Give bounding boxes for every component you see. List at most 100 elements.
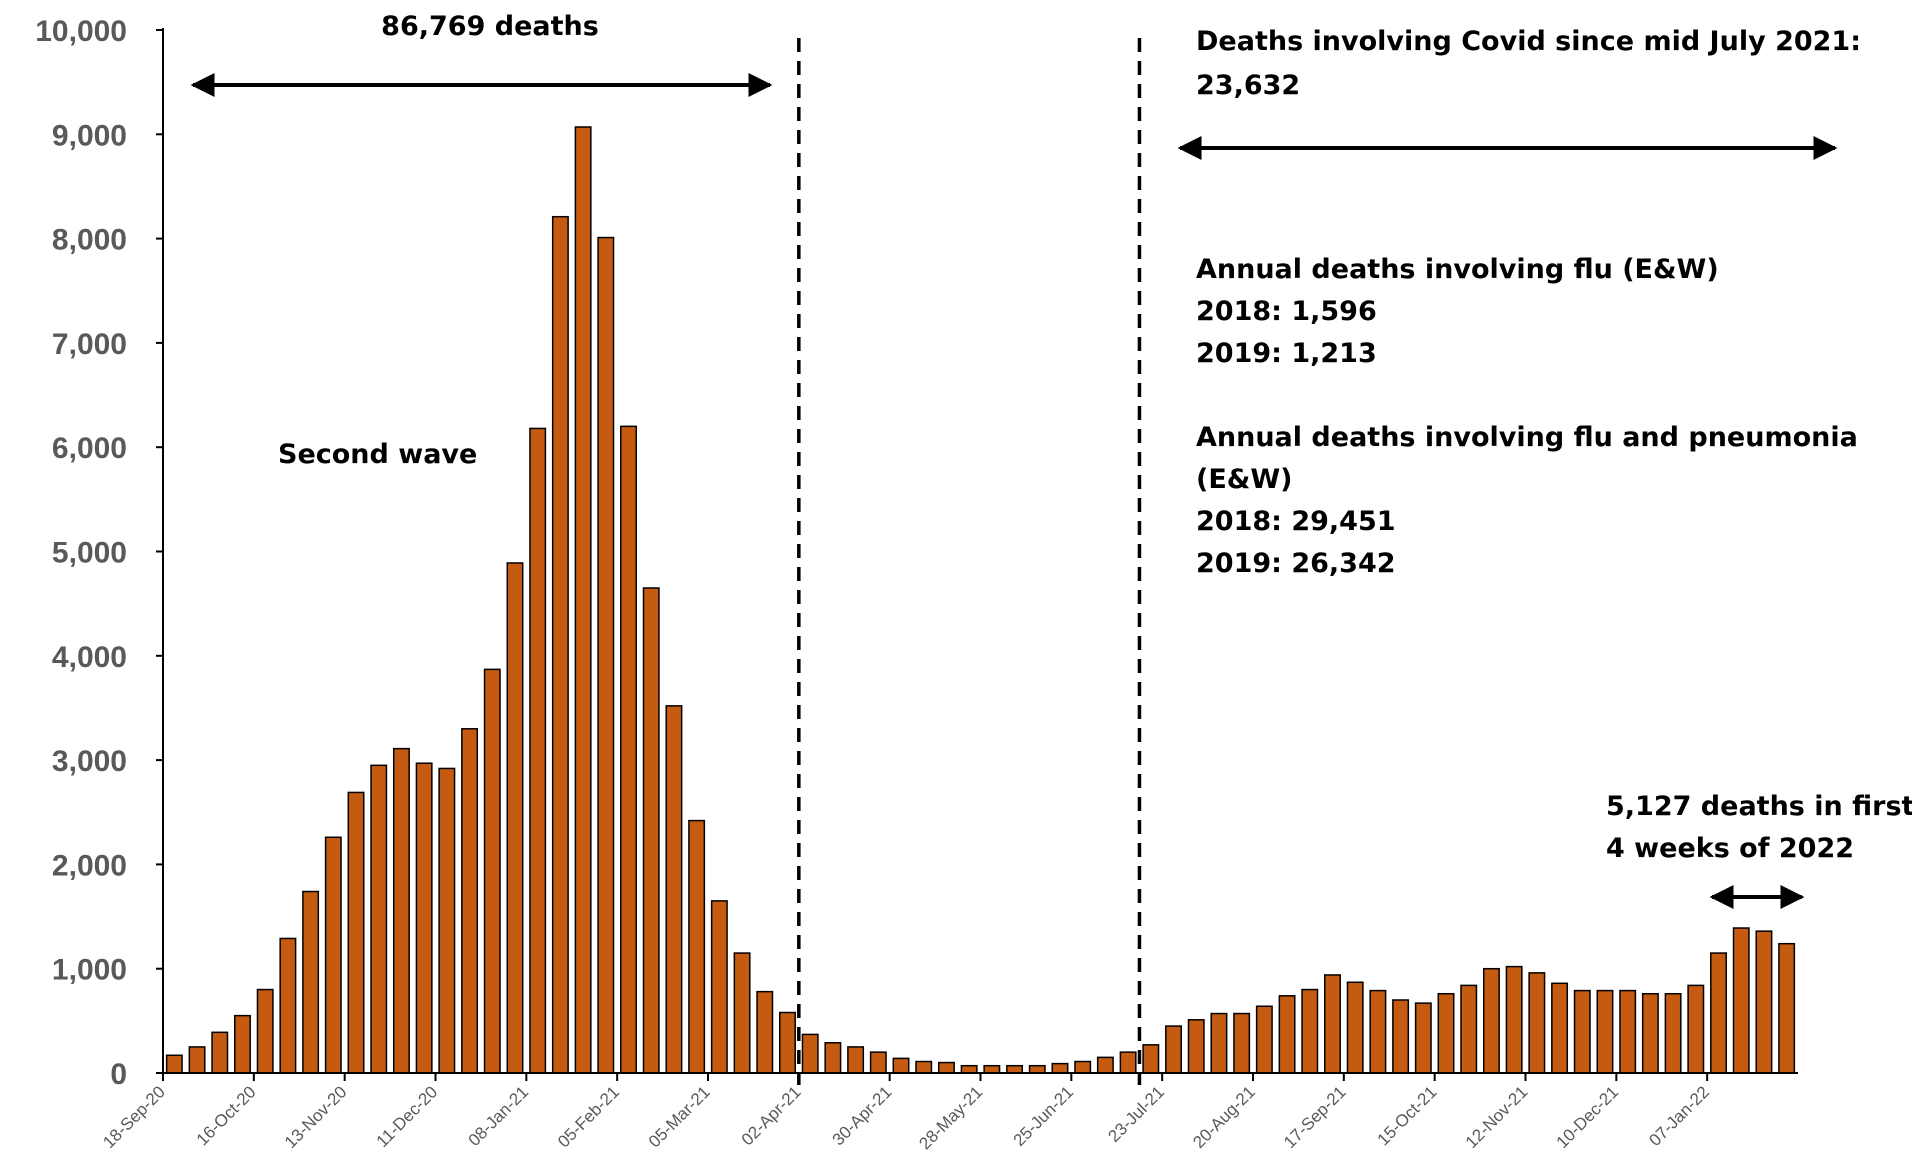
bar <box>1369 989 1387 1074</box>
bar <box>915 1060 933 1074</box>
bar <box>529 427 547 1074</box>
bar <box>461 728 479 1074</box>
bar <box>1210 1012 1228 1074</box>
bars-group <box>165 126 1796 1074</box>
bar <box>847 1046 865 1074</box>
bar <box>824 1042 842 1074</box>
flu-2018: 2018: 1,596 <box>1196 296 1377 327</box>
bar <box>1687 984 1705 1074</box>
bar <box>642 587 660 1074</box>
y-tick-label: 6,000 <box>52 432 127 465</box>
bar <box>1505 965 1523 1074</box>
bar <box>1278 995 1296 1074</box>
y-tick-label: 10,000 <box>35 15 127 48</box>
x-tick-label: 12-Nov-21 <box>1462 1082 1532 1152</box>
bar <box>1482 967 1500 1074</box>
bar <box>1755 930 1773 1074</box>
second-wave-label: Second wave <box>278 439 477 470</box>
since-july-line2: 23,632 <box>1196 70 1300 101</box>
bar <box>1778 942 1796 1074</box>
bar <box>1596 989 1614 1074</box>
bar <box>892 1057 910 1074</box>
bar <box>392 747 410 1074</box>
bar <box>370 764 388 1074</box>
x-tick-label: 05-Feb-21 <box>554 1082 623 1151</box>
bar <box>1233 1012 1251 1074</box>
bar <box>165 1054 183 1074</box>
bar <box>1074 1060 1092 1074</box>
flu-title: Annual deaths involving flu (E&W) <box>1196 254 1719 285</box>
x-tick-labels: 18-Sep-20 16-Oct-20 13-Nov-20 11-Dec-20 08-J… <box>99 1082 1713 1153</box>
bar <box>438 767 456 1074</box>
bar <box>1710 952 1727 1074</box>
bar <box>1028 1064 1046 1074</box>
bar <box>1187 1019 1205 1074</box>
y-tick-labels: 0 1,000 2,000 3,000 4,000 5,000 6,000 7,000 8,00… <box>35 15 127 1091</box>
x-tick-label: 18-Sep-20 <box>99 1082 169 1152</box>
x-tick-label: 15-Oct-21 <box>1374 1082 1441 1149</box>
x-tick-label: 25-Jun-21 <box>1010 1082 1078 1150</box>
bar <box>710 900 728 1074</box>
period-dividers <box>797 38 1142 1085</box>
bar <box>1528 972 1546 1074</box>
x-tick-label: 17-Sep-21 <box>1280 1082 1350 1152</box>
bar <box>1255 1005 1273 1074</box>
bar <box>1551 982 1569 1074</box>
bar <box>1460 984 1478 1074</box>
bar <box>1414 1002 1432 1074</box>
bar <box>801 1033 819 1074</box>
bar <box>665 705 683 1074</box>
y-tick-label: 1,000 <box>52 954 127 987</box>
x-tick-label: 11-Dec-20 <box>373 1082 442 1151</box>
bar <box>937 1061 955 1074</box>
flu-pneumonia-title: Annual deaths involving flu and pneumoni… <box>1196 422 1858 453</box>
x-tick-label: 28-May-21 <box>915 1082 986 1153</box>
x-tick-label: 16-Oct-20 <box>193 1082 260 1149</box>
flu-pneumonia-2019: 2019: 26,342 <box>1196 548 1396 579</box>
bar <box>1641 992 1659 1074</box>
bar <box>415 762 433 1074</box>
bar <box>1051 1062 1069 1074</box>
axes <box>156 28 1798 1081</box>
y-tick-label: 0 <box>110 1058 127 1091</box>
first-weeks-line2: 4 weeks of 2022 <box>1606 833 1854 864</box>
bar <box>1346 981 1364 1074</box>
bar <box>597 236 615 1074</box>
y-tick-label: 2,000 <box>52 849 127 882</box>
x-tick-label: 23-Jul-21 <box>1104 1082 1168 1146</box>
y-tick-label: 9,000 <box>52 119 127 152</box>
bar <box>551 215 569 1074</box>
bar <box>733 952 751 1074</box>
x-tick-label: 02-Apr-21 <box>738 1082 805 1149</box>
y-tick-label: 5,000 <box>52 537 127 570</box>
bar <box>256 988 274 1074</box>
flu-pneumonia-title-2: (E&W) <box>1196 464 1292 495</box>
first-weeks-line1: 5,127 deaths in first <box>1606 791 1912 822</box>
bar <box>620 425 637 1074</box>
bar <box>1096 1056 1114 1074</box>
x-tick-label: 30-Apr-21 <box>829 1082 896 1149</box>
x-tick-label: 07-Jan-22 <box>1645 1082 1713 1150</box>
bar <box>756 990 774 1074</box>
x-tick-label: 05-Mar-21 <box>645 1082 714 1151</box>
bar <box>1006 1064 1024 1074</box>
bar <box>347 791 365 1074</box>
y-tick-label: 7,000 <box>52 328 127 361</box>
bar <box>1324 974 1341 1074</box>
bar <box>1392 999 1410 1074</box>
bar <box>574 126 592 1074</box>
bar <box>960 1064 978 1074</box>
flu-pneumonia-2018: 2018: 29,451 <box>1196 506 1396 537</box>
since-july-line1: Deaths involving Covid since mid July 20… <box>1196 26 1861 57</box>
bar <box>324 836 342 1074</box>
bar <box>1165 1025 1182 1074</box>
bar <box>1301 988 1319 1074</box>
bar <box>983 1064 1001 1074</box>
bar <box>1142 1044 1160 1074</box>
bar <box>234 1014 251 1074</box>
x-tick-label: 20-Aug-21 <box>1189 1082 1259 1152</box>
bar <box>506 562 524 1074</box>
y-tick-label: 3,000 <box>52 745 127 778</box>
y-tick-label: 8,000 <box>52 224 127 257</box>
